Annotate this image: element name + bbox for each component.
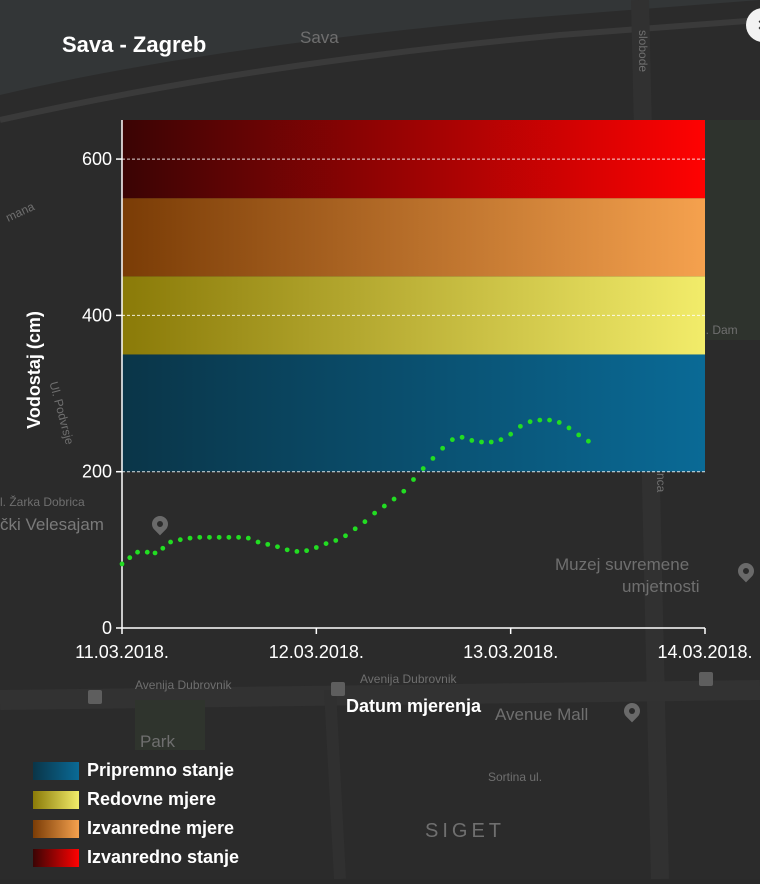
x-tick-label: 12.03.2018.	[269, 642, 364, 662]
data-point	[537, 417, 543, 423]
map-label-avenija-2: Avenija Dubrovnik	[360, 672, 457, 686]
chart-legend: Pripremno stanje Redovne mjere Izvanredne …	[33, 756, 239, 872]
data-point	[197, 534, 203, 540]
data-point	[152, 550, 158, 556]
data-point	[343, 533, 348, 539]
y-tick-label: 400	[82, 305, 112, 325]
data-point	[245, 535, 251, 541]
data-point	[119, 561, 125, 567]
legend-item: Izvanredno stanje	[33, 843, 239, 872]
map-shop-icon	[88, 690, 102, 704]
legend-label: Pripremno stanje	[87, 760, 235, 780]
data-point	[207, 534, 212, 540]
panel-title: Sava - Zagreb	[62, 32, 207, 57]
legend-swatch	[33, 790, 79, 809]
map-shop-icon-2	[331, 682, 345, 696]
legend-swatch	[33, 819, 79, 838]
data-point	[127, 555, 133, 561]
data-point	[323, 541, 329, 546]
legend-swatch	[33, 761, 79, 780]
data-point	[372, 510, 378, 516]
map-label-avenija-1: Avenija Dubrovnik	[135, 678, 232, 692]
map-label-dobrica: l. Žarka Dobrica	[0, 495, 85, 509]
data-point	[420, 466, 426, 471]
data-point	[527, 419, 533, 425]
close-button[interactable]: ×	[746, 8, 760, 42]
data-point	[187, 535, 193, 541]
y-tick-label: 600	[82, 149, 112, 169]
data-point	[362, 519, 368, 525]
data-point	[265, 541, 271, 547]
water-level-series	[119, 417, 591, 567]
legend-swatch	[33, 848, 79, 867]
map-label-avenue-mall: Avenue Mall	[495, 705, 589, 724]
y-axis-title: Vodostaj (cm)	[24, 311, 44, 429]
data-point	[135, 549, 140, 555]
map-label-park: Park	[140, 732, 175, 751]
data-point	[508, 431, 514, 437]
map-label-river: Sava	[300, 28, 339, 47]
data-point	[449, 437, 455, 443]
data-point	[586, 438, 591, 444]
data-point	[226, 534, 232, 540]
data-point	[517, 423, 523, 429]
data-point	[304, 548, 310, 554]
legend-label: Izvanredno stanje	[87, 847, 240, 867]
data-point	[168, 539, 173, 545]
axis-labels: 0 200 400 600 11.03.2018. 12.03.2018. 13.03.20…	[24, 149, 753, 716]
band-izvanredne-mjere	[122, 198, 705, 277]
x-tick-label: 13.03.2018.	[463, 642, 558, 662]
legend-item: Redovne mjere	[33, 785, 239, 814]
data-point	[177, 537, 183, 543]
band-pripremno-stanje	[122, 354, 705, 472]
map-shop-icon-3	[699, 672, 713, 686]
legend-label: Redovne mjere	[87, 789, 217, 809]
data-point	[255, 539, 261, 545]
data-point	[459, 434, 465, 440]
map-label-muzej: Muzej suvremene	[555, 555, 690, 574]
data-point	[566, 425, 572, 431]
map-label-sortina: Sortina ul.	[488, 770, 543, 784]
data-point	[275, 544, 280, 550]
data-point	[391, 496, 397, 502]
data-point	[576, 432, 582, 438]
data-point	[160, 545, 166, 551]
threshold-bands	[122, 120, 705, 472]
chart-axes	[116, 120, 706, 634]
data-point	[488, 439, 494, 445]
data-point	[381, 503, 387, 509]
map-label-velesajam: čki Velesajam	[0, 515, 104, 534]
grid-lines	[122, 158, 705, 473]
x-tick-label: 11.03.2018.	[75, 642, 169, 662]
data-point	[294, 549, 300, 554]
legend-label: Izvanredne mjere	[87, 818, 235, 838]
data-point	[556, 420, 562, 425]
data-point	[547, 417, 552, 423]
y-tick-label: 0	[102, 618, 112, 638]
data-point	[284, 547, 290, 553]
map-label-muzej-2: umjetnosti	[622, 577, 700, 596]
map-label-siget: SIGET	[425, 820, 506, 842]
data-point	[479, 439, 484, 445]
y-tick-label: 200	[82, 462, 112, 482]
x-axis-title: Datum mjerenja	[346, 696, 482, 716]
data-point	[430, 456, 436, 461]
data-point	[216, 534, 222, 540]
data-point	[469, 438, 475, 443]
data-point	[498, 437, 504, 443]
legend-item: Pripremno stanje	[33, 756, 239, 785]
data-point	[401, 488, 407, 494]
map-label-dam: l. Dam	[703, 323, 738, 337]
data-point	[411, 477, 416, 482]
data-point	[333, 538, 339, 543]
legend-item: Izvanredne mjere	[33, 814, 239, 843]
data-point	[144, 549, 150, 555]
x-tick-label: 14.03.2018.	[657, 642, 752, 662]
data-point	[440, 445, 446, 451]
data-point	[236, 534, 242, 540]
data-point	[352, 526, 358, 532]
data-point	[313, 545, 319, 550]
